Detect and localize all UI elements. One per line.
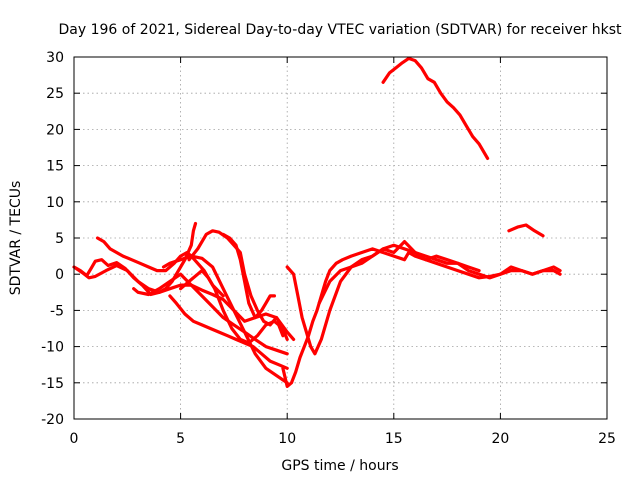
series-sat-f (168, 294, 289, 370)
y-tick-label: -5 (50, 303, 64, 319)
y-axis-label: SDTVAR / TECUs (8, 181, 24, 296)
series-sat-d (132, 272, 289, 356)
x-tick-label: 0 (70, 431, 79, 447)
y-tick-label: -15 (41, 376, 64, 392)
x-tick-label: 25 (598, 431, 616, 447)
y-tick-label: 20 (46, 122, 64, 138)
data-series (72, 56, 562, 388)
x-axis-label: GPS time / hours (281, 458, 398, 474)
x-tick-label: 20 (491, 431, 509, 447)
x-tick-label: 10 (278, 431, 296, 447)
x-tick-label: 15 (385, 431, 403, 447)
y-tick-label: 10 (46, 195, 64, 211)
series-sat-n (507, 223, 545, 238)
y-tick-label: 25 (46, 86, 64, 102)
axis-ticks: 0 5 10 15 20 25 -20 -15 -10 -5 0 5 10 15 20 25 30 (41, 50, 616, 447)
y-tick-label: -10 (41, 340, 64, 356)
grid-lines (74, 57, 607, 419)
y-tick-label: 30 (46, 50, 64, 66)
series-sat-k (285, 240, 562, 356)
series-sat-b (74, 263, 296, 341)
y-tick-label: 0 (55, 267, 64, 283)
series-sat-i (221, 232, 276, 320)
series-sat-l (317, 243, 481, 305)
series-sat-c (95, 236, 225, 298)
series-sat-e (161, 254, 289, 385)
y-tick-label: -20 (41, 412, 64, 428)
chart-title: Day 196 of 2021, Sidereal Day-to-day VTE… (59, 22, 622, 38)
x-tick-label: 5 (176, 431, 185, 447)
y-tick-label: 5 (55, 231, 64, 247)
series-sat-m (381, 56, 490, 160)
y-tick-label: 15 (46, 159, 64, 175)
